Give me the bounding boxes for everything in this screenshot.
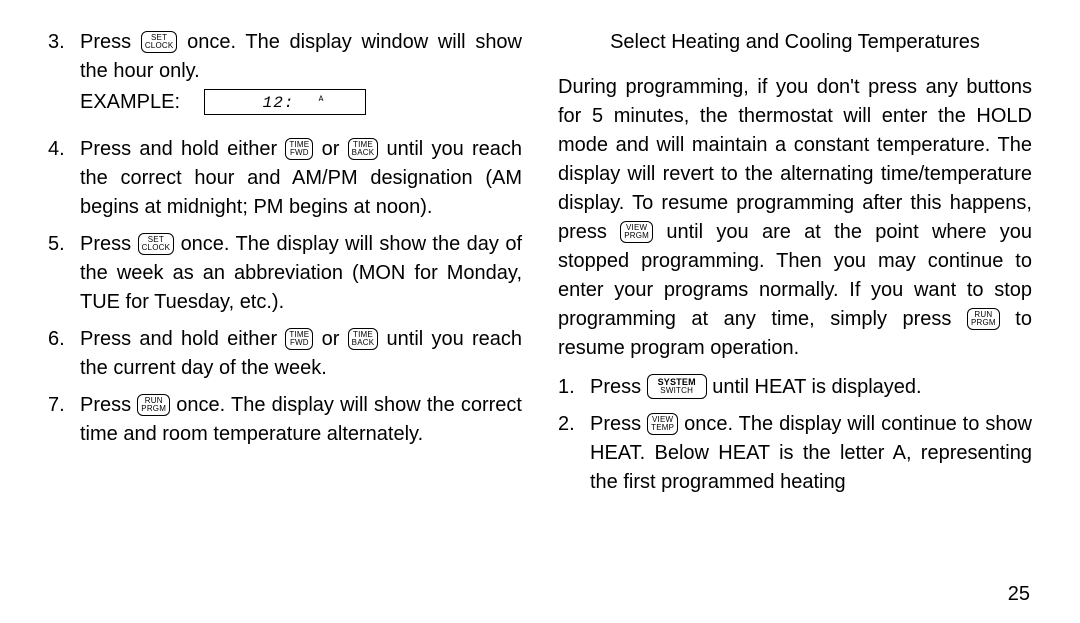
page-number: 25 bbox=[1008, 580, 1030, 609]
text: Press bbox=[80, 394, 137, 416]
run-prgm-button-icon: RUNPRGM bbox=[137, 394, 170, 416]
time-back-button-icon: TIMEBACK bbox=[348, 328, 379, 350]
lcd-time: 12: bbox=[263, 92, 295, 115]
text: Press and hold either bbox=[80, 328, 285, 350]
view-temp-button-icon: VIEWTEMP bbox=[647, 413, 678, 435]
step-body: Press SYSTEMSWITCH until HEAT is display… bbox=[590, 373, 1032, 402]
text: During programming, if you don't press a… bbox=[558, 76, 1032, 243]
step-body: Press and hold either TIMEFWD or TIMEBAC… bbox=[80, 135, 522, 222]
right-column: Select Heating and Cooling Temperatures … bbox=[540, 28, 1032, 603]
step-body: Press VIEWTEMP once. The display will co… bbox=[590, 410, 1032, 497]
step-6: 6. Press and hold either TIMEFWD or TIME… bbox=[48, 325, 522, 383]
system-switch-button-icon: SYSTEMSWITCH bbox=[647, 374, 707, 399]
step-number: 7. bbox=[48, 391, 80, 449]
step-5: 5. Press SETCLOCK once. The display will… bbox=[48, 230, 522, 317]
set-clock-button-icon: SETCLOCK bbox=[138, 233, 175, 255]
text: Press bbox=[80, 233, 138, 255]
r-step-2: 2. Press VIEWTEMP once. The display will… bbox=[558, 410, 1032, 497]
step-number: 5. bbox=[48, 230, 80, 317]
manual-page: 3. Press SETCLOCK once. The display wind… bbox=[0, 0, 1080, 623]
text: Press bbox=[590, 413, 647, 435]
example-row: EXAMPLE: 12: A bbox=[80, 88, 522, 117]
text: Press and hold either bbox=[80, 138, 285, 160]
example-label: EXAMPLE: bbox=[80, 91, 180, 113]
time-fwd-button-icon: TIMEFWD bbox=[285, 138, 313, 160]
step-body: Press and hold either TIMEFWD or TIMEBAC… bbox=[80, 325, 522, 383]
left-column: 3. Press SETCLOCK once. The display wind… bbox=[48, 28, 540, 603]
text: or bbox=[322, 138, 348, 160]
intro-paragraph: During programming, if you don't press a… bbox=[558, 73, 1032, 363]
set-clock-button-icon: SETCLOCK bbox=[141, 31, 178, 53]
text: Press bbox=[80, 31, 141, 53]
lcd-display: 12: A bbox=[204, 89, 366, 115]
run-prgm-button-icon: RUNPRGM bbox=[967, 308, 1000, 330]
step-number: 1. bbox=[558, 373, 590, 402]
time-fwd-button-icon: TIMEFWD bbox=[285, 328, 313, 350]
lcd-ampm: A bbox=[319, 94, 324, 106]
step-body: Press RUNPRGM once. The display will sho… bbox=[80, 391, 522, 449]
step-number: 3. bbox=[48, 28, 80, 127]
step-body: Press SETCLOCK once. The display will sh… bbox=[80, 230, 522, 317]
step-4: 4. Press and hold either TIMEFWD or TIME… bbox=[48, 135, 522, 222]
text: Press bbox=[590, 376, 647, 398]
step-body: Press SETCLOCK once. The display window … bbox=[80, 28, 522, 127]
view-prgm-button-icon: VIEWPRGM bbox=[620, 221, 653, 243]
section-heading: Select Heating and Cooling Temperatures bbox=[558, 28, 1032, 57]
text: until HEAT is displayed. bbox=[712, 376, 921, 398]
step-3: 3. Press SETCLOCK once. The display wind… bbox=[48, 28, 522, 127]
step-number: 6. bbox=[48, 325, 80, 383]
step-7: 7. Press RUNPRGM once. The display will … bbox=[48, 391, 522, 449]
text: or bbox=[322, 328, 348, 350]
time-back-button-icon: TIMEBACK bbox=[348, 138, 379, 160]
r-step-1: 1. Press SYSTEMSWITCH until HEAT is disp… bbox=[558, 373, 1032, 402]
step-number: 4. bbox=[48, 135, 80, 222]
step-number: 2. bbox=[558, 410, 590, 497]
